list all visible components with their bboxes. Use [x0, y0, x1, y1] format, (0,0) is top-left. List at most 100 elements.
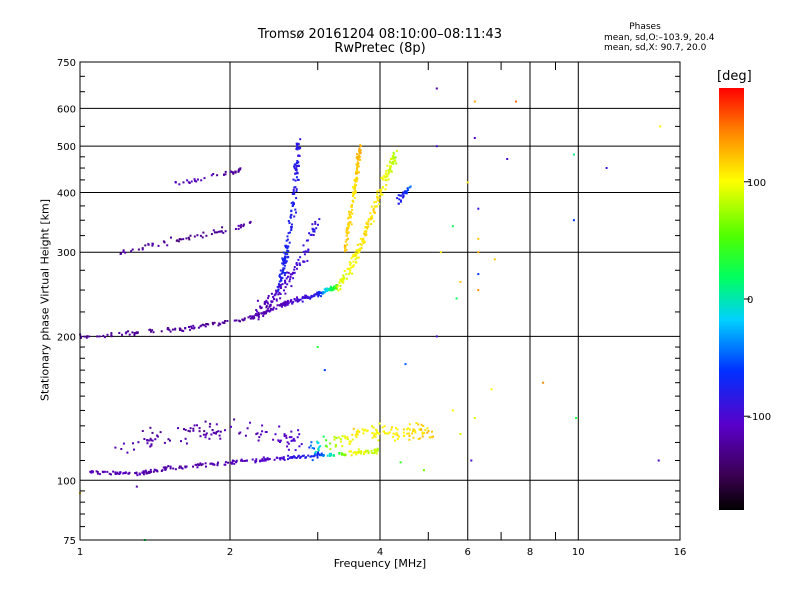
data-point	[283, 435, 286, 438]
data-point	[393, 159, 396, 162]
data-point	[290, 225, 293, 228]
data-point	[290, 299, 293, 302]
data-point	[391, 157, 394, 160]
data-point	[405, 190, 408, 193]
data-point	[294, 163, 297, 166]
data-point	[275, 298, 278, 301]
data-point	[168, 328, 171, 331]
data-point	[282, 262, 285, 264]
data-point	[103, 470, 106, 473]
data-point	[370, 223, 373, 226]
data-point	[376, 198, 379, 201]
data-point	[347, 273, 350, 276]
data-point	[263, 302, 266, 305]
data-point	[204, 325, 207, 328]
data-point	[356, 158, 359, 161]
data-point	[363, 451, 366, 454]
data-point	[257, 318, 260, 321]
data-point	[237, 170, 240, 173]
data-point	[384, 179, 387, 181]
data-point	[376, 432, 379, 435]
data-point	[352, 264, 355, 267]
data-point	[363, 453, 365, 455]
data-point	[266, 301, 269, 304]
data-point	[272, 438, 275, 441]
data-point	[217, 324, 220, 327]
data-point	[385, 169, 388, 172]
data-point	[406, 187, 409, 190]
data-point	[160, 330, 163, 333]
data-point	[339, 438, 342, 441]
data-point	[317, 223, 319, 226]
data-point	[382, 430, 385, 433]
data-point	[377, 439, 380, 442]
data-point	[287, 271, 290, 274]
data-point	[157, 244, 160, 247]
data-point	[384, 172, 387, 175]
data-point	[360, 452, 362, 455]
data-point	[88, 335, 90, 338]
data-point	[239, 167, 242, 170]
data-point	[238, 432, 241, 435]
colorbar	[719, 88, 744, 510]
data-point	[285, 436, 288, 439]
data-point	[303, 253, 306, 256]
data-point	[369, 212, 372, 215]
data-point	[376, 193, 379, 196]
data-point	[321, 292, 324, 295]
data-point	[189, 328, 191, 331]
data-point	[217, 461, 219, 464]
data-point	[224, 230, 227, 233]
x-tick-label: 4	[377, 547, 383, 558]
data-point	[215, 423, 218, 426]
data-point	[470, 459, 473, 462]
data-point	[237, 227, 240, 230]
data-point	[352, 260, 355, 263]
data-point	[341, 277, 344, 280]
data-point	[394, 156, 397, 159]
data-point	[295, 142, 298, 145]
data-point	[239, 431, 242, 434]
data-point	[362, 240, 365, 243]
data-point	[210, 233, 213, 236]
data-point	[339, 288, 342, 291]
data-point	[335, 284, 338, 287]
data-point	[286, 302, 289, 305]
data-point	[310, 455, 313, 458]
data-point	[144, 244, 147, 247]
data-point	[215, 431, 218, 433]
data-point	[290, 436, 293, 439]
data-point	[336, 284, 339, 287]
data-point	[241, 460, 244, 462]
data-point	[346, 267, 349, 270]
data-point	[381, 186, 384, 189]
data-point	[283, 289, 285, 292]
data-point	[303, 260, 306, 263]
data-point	[193, 326, 196, 329]
data-point	[270, 308, 273, 311]
data-point	[396, 438, 399, 440]
data-point	[354, 180, 357, 182]
data-point	[312, 230, 315, 233]
data-point	[343, 270, 346, 272]
data-point	[406, 432, 409, 435]
data-point	[356, 156, 359, 158]
data-point	[384, 432, 387, 435]
data-point	[254, 314, 257, 316]
data-point	[344, 240, 347, 243]
data-point	[270, 300, 273, 303]
data-point	[351, 433, 354, 436]
data-point	[296, 144, 298, 147]
data-point	[182, 238, 185, 241]
data-point	[116, 471, 119, 474]
data-point	[278, 285, 280, 288]
data-point	[322, 435, 325, 438]
data-point	[235, 319, 238, 322]
data-point	[285, 239, 288, 242]
data-point	[280, 456, 283, 459]
data-point	[286, 238, 289, 241]
data-point	[217, 230, 220, 233]
data-point	[290, 202, 293, 205]
data-point	[128, 333, 131, 336]
data-point	[126, 451, 129, 454]
